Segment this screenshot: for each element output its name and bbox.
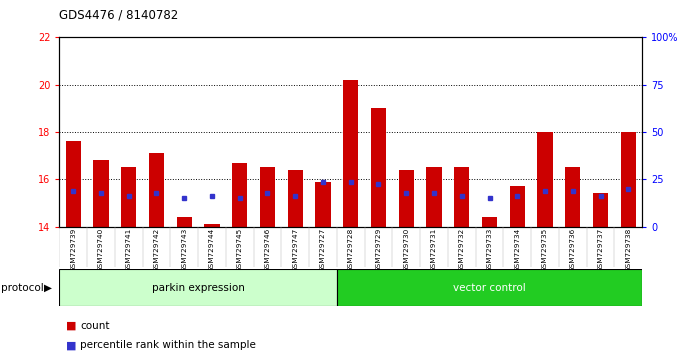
Bar [426,167,442,227]
Bar [177,217,192,227]
Text: ■: ■ [66,340,77,350]
Bar [66,141,81,227]
Bar [537,132,553,227]
Text: ▶: ▶ [44,282,52,293]
Bar [121,167,136,227]
Bar [149,153,164,227]
Bar [593,193,608,227]
Bar [482,217,497,227]
Bar [59,269,337,306]
Bar [565,167,581,227]
Text: vector control: vector control [453,282,526,293]
Text: count: count [80,321,110,331]
Text: GDS4476 / 8140782: GDS4476 / 8140782 [59,9,179,22]
Bar [621,132,636,227]
Bar [205,224,220,227]
Bar [288,170,303,227]
Bar [343,80,358,227]
Text: protocol: protocol [1,282,44,293]
Text: percentile rank within the sample: percentile rank within the sample [80,340,256,350]
Bar [337,269,642,306]
Text: parkin expression: parkin expression [151,282,244,293]
Bar [454,167,469,227]
Bar [399,170,414,227]
Bar [232,162,247,227]
Bar [260,167,275,227]
Bar [315,182,331,227]
Bar [371,108,386,227]
Text: ■: ■ [66,321,77,331]
Bar [94,160,109,227]
Bar [510,186,525,227]
